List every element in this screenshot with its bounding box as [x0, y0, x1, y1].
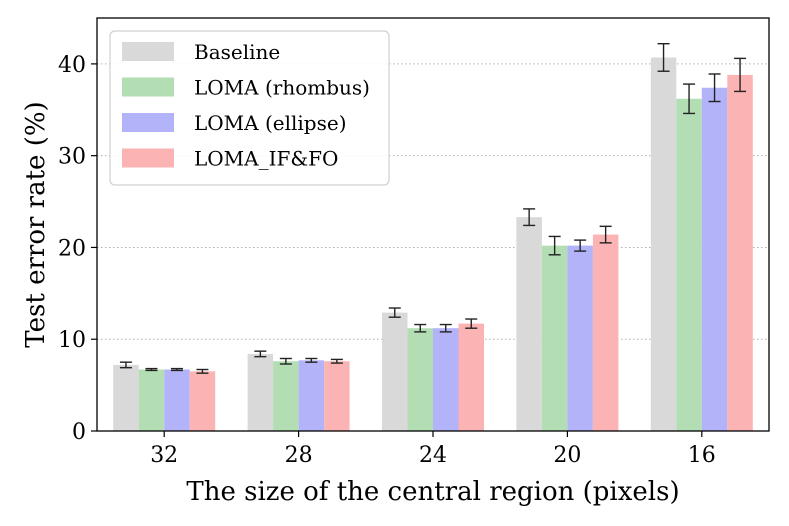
x-axis-label: The size of the central region (pixels) [186, 477, 679, 507]
legend-frame [109, 30, 390, 186]
bar [592, 234, 619, 431]
legend: Baseline LOMA (rhombus) LOMA (ellipse) LOMA… [109, 30, 390, 186]
x-tick-label: 32 [150, 443, 178, 468]
legend-label: LOMA (ellipse) [194, 111, 347, 135]
x-tick-label: 20 [553, 443, 581, 468]
bar [650, 57, 677, 431]
legend-swatch [122, 113, 174, 132]
bar [676, 98, 702, 432]
y-tick-label: 10 [58, 328, 86, 353]
bar [458, 323, 484, 431]
bar [138, 369, 165, 431]
error-bars [119, 42, 747, 374]
y-tick-label: 20 [58, 236, 86, 261]
bar [247, 353, 274, 431]
bar [727, 74, 753, 431]
legend-label: Baseline [194, 40, 280, 64]
bar [298, 360, 325, 431]
x-tick-label: 16 [688, 443, 716, 468]
y-tick-label: 40 [58, 53, 86, 78]
bar [164, 369, 190, 431]
bar [382, 312, 408, 431]
y-tick-label: 0 [72, 420, 86, 445]
bar [113, 364, 139, 431]
legend-swatch [122, 148, 174, 168]
y-tick-label: 30 [58, 145, 86, 170]
legend-label: LOMA_IF&FO [194, 147, 338, 171]
bar [189, 371, 216, 431]
legend-label: LOMA (rhombus) [194, 76, 370, 100]
bar [433, 328, 459, 431]
bar [701, 87, 728, 432]
bar [516, 217, 542, 431]
x-tick-label: 24 [419, 443, 447, 468]
axis-ticks: 0 10 20 30 40 32 28 24 20 16 [58, 53, 716, 468]
bars [113, 57, 753, 432]
legend-swatch [122, 77, 174, 97]
legend-swatch [122, 42, 174, 61]
bar [273, 361, 299, 431]
bar [541, 245, 568, 431]
y-axis-label: Test error rate (%) [21, 101, 51, 347]
bar [567, 245, 593, 431]
bar [407, 328, 433, 431]
bar [324, 361, 350, 431]
x-tick-label: 28 [285, 443, 313, 468]
